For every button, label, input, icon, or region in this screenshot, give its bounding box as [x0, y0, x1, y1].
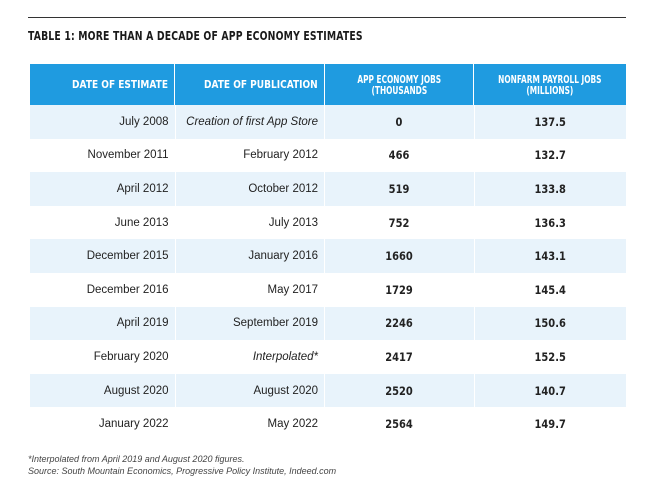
cell-date-of-estimate: December 2016	[86, 283, 169, 296]
cell-date-of-estimate: February 2020	[93, 350, 169, 363]
cell-date-of-publication: August 2020	[174, 373, 325, 408]
cell-app-economy-jobs: 2564	[324, 407, 473, 441]
table-row: December 2016 May 2017 1729 145.4	[30, 272, 626, 307]
app-economy-table: DATE OF ESTIMATE DATE OF PUBLICATION APP…	[30, 64, 626, 441]
cell-date-of-estimate: June 2013	[114, 216, 169, 229]
cell-app-economy-jobs: 2520	[324, 373, 473, 408]
table-row: April 2019 September 2019 2246 150.6	[30, 306, 626, 341]
cell-date-of-estimate: November 2011	[87, 149, 169, 162]
cell-date-of-estimate: December 2015	[86, 250, 169, 263]
cell-date-of-estimate: April 2012	[116, 182, 169, 195]
table-header: DATE OF ESTIMATE DATE OF PUBLICATION APP…	[30, 64, 626, 105]
cell-app-economy-jobs: 519	[324, 172, 473, 206]
table-notes: *Interpolated from April 2019 and August…	[28, 453, 336, 477]
cell-app-economy-jobs: 752	[324, 205, 473, 240]
cell-date-of-estimate: April 2019	[116, 317, 169, 330]
cell-app-economy-jobs: 1660	[324, 239, 473, 273]
cell-date-of-estimate: August 2020	[103, 384, 169, 397]
header-date-of-publication: DATE OF PUBLICATION	[174, 64, 323, 105]
cell-app-economy-jobs: 2417	[324, 340, 473, 374]
top-rule	[28, 17, 626, 18]
table-row: April 2012 October 2012 519 133.8	[30, 172, 626, 206]
cell-app-economy-jobs: 2246	[324, 306, 473, 341]
cell-date-of-publication: May 2022	[174, 407, 325, 441]
cell-nonfarm-payroll-jobs: 150.6	[473, 306, 626, 341]
cell-nonfarm-payroll-jobs: 149.7	[473, 407, 626, 441]
cell-date-of-estimate: January 2022	[98, 418, 169, 431]
cell-date-of-estimate: July 2008	[119, 115, 169, 128]
cell-date-of-publication: Interpolated*	[174, 340, 325, 374]
cell-app-economy-jobs: 0	[324, 105, 473, 139]
table-row: November 2011 February 2012 466 132.7	[30, 138, 626, 173]
cell-app-economy-jobs: 466	[324, 138, 473, 173]
cell-nonfarm-payroll-jobs: 143.1	[473, 239, 626, 273]
header-nonfarm-payroll-jobs: NONFARM PAYROLL JOBS (MILLIONS)	[473, 64, 626, 105]
cell-date-of-publication: October 2012	[174, 172, 325, 206]
table-row: January 2022 May 2022 2564 149.7	[30, 407, 626, 441]
cell-date-of-publication: January 2016	[174, 239, 325, 273]
cell-date-of-publication: May 2017	[174, 272, 325, 307]
table-row: December 2015 January 2016 1660 143.1	[30, 239, 626, 273]
cell-app-economy-jobs: 1729	[324, 272, 473, 307]
header-date-of-estimate: DATE OF ESTIMATE	[72, 78, 169, 91]
table-row: August 2020 August 2020 2520 140.7	[30, 373, 626, 408]
header-app-economy-jobs: APP ECONOMY JOBS (THOUSANDS	[323, 64, 473, 105]
table-row: February 2020 Interpolated* 2417 152.5	[30, 340, 626, 374]
cell-nonfarm-payroll-jobs: 133.8	[473, 172, 626, 206]
cell-nonfarm-payroll-jobs: 132.7	[473, 138, 626, 173]
table-body: July 2008 Creation of first App Store 0 137…	[30, 105, 626, 441]
cell-nonfarm-payroll-jobs: 145.4	[473, 272, 626, 307]
table-title: TABLE 1: MORE THAN A DECADE OF APP ECONO…	[28, 29, 363, 43]
cell-nonfarm-payroll-jobs: 136.3	[473, 205, 626, 240]
cell-nonfarm-payroll-jobs: 152.5	[473, 340, 626, 374]
source-note: Source: South Mountain Economics, Progre…	[28, 466, 337, 476]
cell-date-of-publication: September 2019	[174, 306, 325, 341]
table-row: June 2013 July 2013 752 136.3	[30, 205, 626, 240]
cell-nonfarm-payroll-jobs: 137.5	[473, 105, 626, 139]
footnote: *Interpolated from April 2019 and August…	[28, 454, 245, 464]
cell-date-of-publication: Creation of first App Store	[174, 105, 325, 139]
cell-date-of-publication: February 2012	[174, 138, 325, 173]
cell-date-of-publication: July 2013	[174, 205, 325, 240]
cell-nonfarm-payroll-jobs: 140.7	[473, 373, 626, 408]
table-row: July 2008 Creation of first App Store 0 137…	[30, 105, 626, 139]
